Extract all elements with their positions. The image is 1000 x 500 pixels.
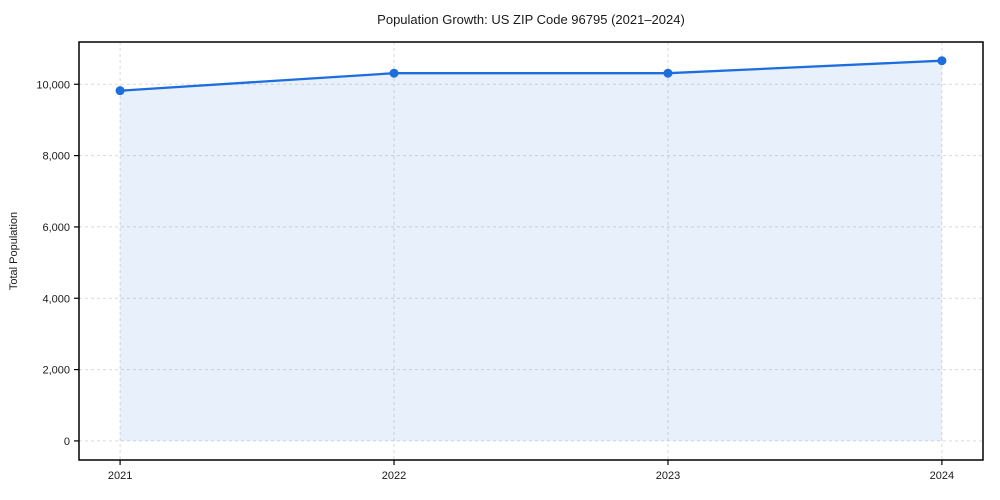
x-tick-label: 2022 — [382, 470, 406, 482]
data-point — [663, 68, 673, 78]
data-point — [937, 56, 947, 66]
y-tick-label: 0 — [64, 436, 70, 448]
marker-layer — [115, 56, 947, 96]
y-tick-label: 10,000 — [36, 79, 70, 91]
area-fill — [120, 60, 942, 441]
x-tick-label: 2023 — [656, 470, 680, 482]
line-layer — [118, 59, 944, 92]
data-point — [115, 86, 125, 96]
data-line — [118, 59, 944, 92]
y-tick-label: 8,000 — [42, 151, 70, 163]
chart-title: Population Growth: US ZIP Code 96795 (20… — [377, 12, 685, 27]
y-tick-label: 4,000 — [42, 293, 70, 305]
plot-border — [78, 41, 984, 461]
axis-layer: 2021 2022 2023 2024 0 2,000 4,000 6,000 8,000 10,… — [36, 41, 984, 482]
x-tick-label: 2021 — [108, 470, 132, 482]
area-layer — [120, 60, 942, 441]
x-tick-label: 2024 — [930, 470, 954, 482]
data-point — [389, 68, 399, 78]
y-tick-label: 2,000 — [42, 365, 70, 377]
grid-layer — [79, 42, 983, 460]
y-axis-label: Total Population — [8, 212, 20, 290]
y-tick-label: 6,000 — [42, 222, 70, 234]
